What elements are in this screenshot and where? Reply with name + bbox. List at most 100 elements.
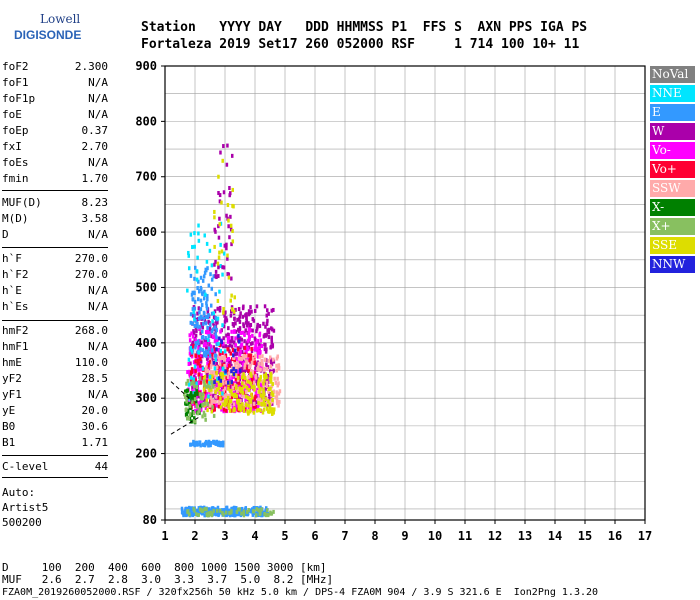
param-value: N/A <box>88 228 108 241</box>
data-point-sse <box>237 403 240 408</box>
data-point-nne <box>187 382 191 387</box>
data-point-e <box>198 442 202 447</box>
data-point-w <box>229 339 232 344</box>
data-point-ssw <box>244 384 247 389</box>
data-point-w <box>218 305 222 310</box>
data-point-ssw <box>249 368 253 373</box>
data-point-sse <box>221 158 224 163</box>
data-point-vo <box>188 369 191 374</box>
data-point-e <box>193 442 196 447</box>
data-point-w <box>234 321 237 326</box>
data-point-vo <box>232 329 236 334</box>
data-point-x <box>205 513 209 518</box>
data-point-e <box>202 274 206 279</box>
data-point-w <box>195 328 198 333</box>
param-name: foEs <box>2 156 29 169</box>
data-point-w <box>210 334 213 339</box>
data-point-ssw <box>228 394 232 399</box>
data-point-e <box>189 507 193 512</box>
param-row: h`Es N/A <box>2 300 108 316</box>
data-point-vo <box>194 359 197 364</box>
data-point-w <box>267 335 271 340</box>
data-point-w <box>249 322 253 327</box>
data-point-w <box>212 321 215 326</box>
data-point-sse <box>213 244 216 249</box>
data-point-ssw <box>258 354 261 359</box>
data-point-vo <box>209 331 212 336</box>
data-point-e <box>226 512 229 517</box>
x-tick-label: 1 <box>161 529 168 543</box>
data-point-vo <box>226 367 229 372</box>
param-name: C-level <box>2 460 49 473</box>
data-point-x <box>222 512 225 517</box>
data-point-sse <box>215 370 218 375</box>
data-point-sse <box>247 396 250 401</box>
data-point-e <box>193 313 196 318</box>
x-tick-label: 2 <box>191 529 198 543</box>
data-point-sse <box>203 374 207 379</box>
data-point-x <box>242 509 246 514</box>
param-name: fxI <box>2 140 22 153</box>
x-tick-label: 13 <box>518 529 532 543</box>
data-point-vo <box>249 353 253 358</box>
data-point-nne <box>195 269 199 274</box>
data-point-sse <box>239 407 243 412</box>
data-point-vo <box>226 339 230 344</box>
data-point-w <box>267 396 271 401</box>
data-point-ssw <box>209 382 213 387</box>
data-point-vo <box>245 381 249 386</box>
data-point-sse <box>269 408 273 413</box>
param-row: h`E N/A <box>2 284 108 300</box>
data-point-e <box>209 303 213 308</box>
data-point-nne <box>193 364 197 369</box>
data-point-w <box>242 324 246 329</box>
param-name: h`Es <box>2 300 29 313</box>
data-point-x <box>195 404 199 409</box>
data-point-w <box>214 269 218 274</box>
data-point-e <box>205 306 209 311</box>
data-point-w <box>264 349 268 354</box>
data-point-nne <box>186 288 189 293</box>
data-point-vo <box>253 361 256 366</box>
param-name: h`F2 <box>2 268 29 281</box>
data-point-vo <box>244 397 247 402</box>
data-point-ssw <box>269 364 273 369</box>
data-point-w <box>238 314 242 319</box>
data-point-sse <box>248 399 251 404</box>
data-point-sse <box>219 382 223 387</box>
data-point-ssw <box>249 403 253 408</box>
data-point-e <box>189 312 193 317</box>
data-point-e <box>191 290 194 295</box>
data-point-e <box>204 315 208 320</box>
data-point-nne <box>191 245 194 250</box>
data-point-w <box>191 340 195 345</box>
data-point-vo <box>247 331 250 336</box>
data-point-nne <box>218 289 221 294</box>
data-point-ssw <box>210 390 213 395</box>
param-value: 3.58 <box>81 212 109 225</box>
data-point-sse <box>218 250 221 255</box>
data-point-vo <box>190 331 193 336</box>
data-point-vo <box>195 395 198 400</box>
data-point-vo <box>239 330 243 335</box>
param-name: hmE <box>2 356 22 369</box>
y-tick-label: 900 <box>135 59 157 73</box>
data-point-sse <box>202 377 206 382</box>
data-point-ssw <box>275 398 279 403</box>
data-point-vo <box>259 349 262 354</box>
data-point-sse <box>271 411 274 416</box>
data-point-vo <box>220 407 223 412</box>
data-point-vo <box>256 354 260 359</box>
data-point-e <box>198 310 201 315</box>
data-point-e <box>211 348 214 353</box>
data-point-x <box>203 382 206 387</box>
data-point-nnw <box>230 380 233 385</box>
data-point-nne <box>204 292 207 297</box>
logo-lowell-text: Lowell <box>40 12 81 26</box>
param-value: 1.70 <box>81 172 109 185</box>
data-point-vo <box>247 327 251 332</box>
data-point-sse <box>213 215 216 220</box>
data-point-x <box>206 401 209 406</box>
data-point-nnw <box>237 339 241 344</box>
data-point-e <box>181 510 185 515</box>
